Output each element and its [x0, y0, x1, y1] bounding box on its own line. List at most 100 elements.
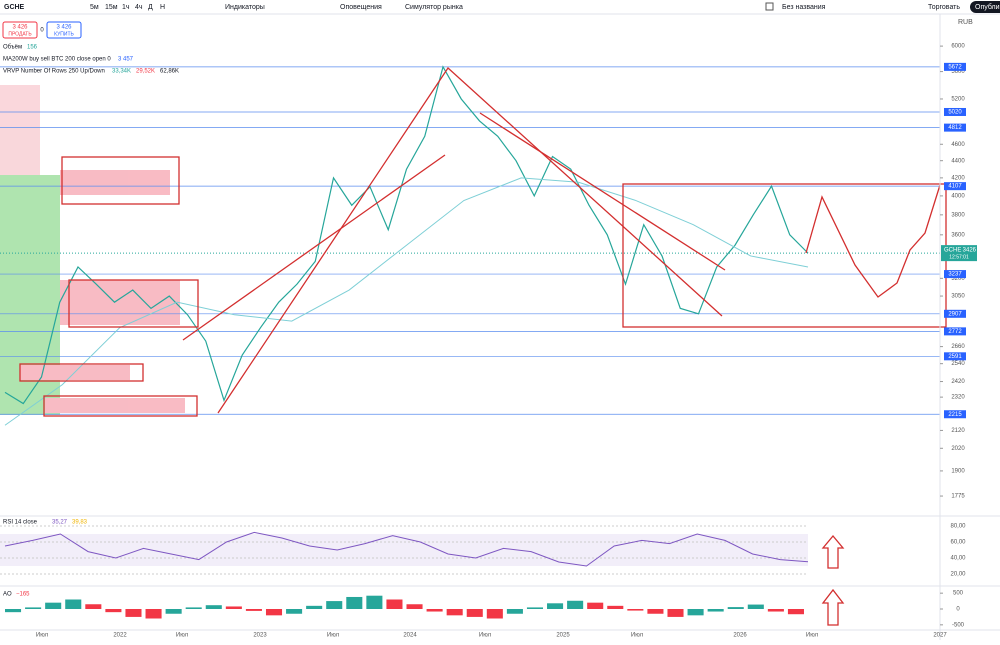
vp-top: [0, 85, 40, 175]
vrvp-down: 29,52K: [136, 69, 155, 75]
replay-button[interactable]: Симулятор рынка: [405, 4, 463, 11]
level-label-bg: [944, 107, 966, 116]
ao-bar: [707, 609, 724, 612]
toolbar: [0, 0, 1000, 14]
ma-legend: MA200W buy sell BTC 200 close open 0: [3, 57, 111, 63]
ao-bar: [45, 602, 62, 609]
ao-bar: [125, 609, 142, 617]
ao-bar: [406, 604, 423, 609]
interval-button[interactable]: 5м: [90, 4, 99, 11]
x-tick-label: 2022: [113, 633, 127, 639]
ao-bar: [366, 595, 383, 609]
price-line: [4, 65, 809, 405]
zone-box: [19, 363, 144, 382]
level-label-bg: [944, 327, 966, 336]
y-tick-label: 3050: [951, 294, 965, 300]
last-price-symbol: GCHE: [944, 248, 961, 254]
vrvp-up: 33,34K: [112, 69, 131, 75]
rsi-line: [4, 531, 809, 567]
ao-bar: [205, 605, 222, 609]
ao-legend: AO: [3, 592, 12, 598]
y-tick-label: 2120: [951, 428, 965, 434]
x-tick-label: Июл: [631, 633, 644, 639]
y-tick-label: 4600: [951, 142, 965, 148]
ao-bar: [486, 609, 503, 619]
buy-price[interactable]: 3 426: [56, 25, 72, 31]
layout-checkbox[interactable]: [765, 2, 774, 11]
y-tick-label: 2660: [951, 344, 965, 350]
x-tick-label: 2026: [733, 633, 747, 639]
sell-price[interactable]: 3 426: [12, 25, 28, 31]
vp-bottom: [45, 398, 185, 413]
y-tick-label: 4200: [951, 175, 965, 181]
sell-label[interactable]: ПРОДАТЬ: [8, 31, 32, 37]
interval-button[interactable]: Д: [148, 4, 153, 11]
y-tick-label: 4400: [951, 158, 965, 164]
x-tick-label: 2027: [933, 633, 947, 639]
ao-bar: [607, 605, 624, 609]
x-tick-label: 2023: [253, 633, 267, 639]
level-label: 2772: [948, 329, 962, 335]
buy-label[interactable]: КУПИТЬ: [54, 31, 74, 37]
y-tick-label: 3800: [951, 212, 965, 218]
range-box: [622, 183, 947, 328]
rsi-band: [0, 534, 808, 566]
y-tick-label: 5600: [951, 69, 965, 75]
ao-bar: [225, 606, 242, 609]
ao-value: −165: [16, 592, 30, 598]
rsi-tick-label: 60,00: [950, 540, 966, 546]
publish-label[interactable]: Опубликовать: [975, 3, 1000, 11]
buy-button[interactable]: [46, 21, 82, 39]
publish-button[interactable]: [970, 1, 1000, 13]
ao-tick-label: -500: [952, 622, 965, 628]
symbol[interactable]: GCHE: [4, 4, 25, 11]
vrvp-total: 62,86K: [160, 69, 179, 75]
ao-bar: [265, 609, 283, 616]
ao-bar: [426, 609, 443, 612]
rsi-value: 35,27: [52, 520, 68, 526]
alerts-button[interactable]: Оповещения: [340, 4, 382, 11]
ao-bar: [5, 609, 22, 613]
x-tick-label: 2024: [403, 633, 417, 639]
ao-tick-label: 0: [956, 607, 960, 613]
rsi-legend: RSI 14 close: [3, 520, 38, 526]
y-tick-label: 1900: [951, 468, 965, 474]
y-tick-label: 2420: [951, 379, 965, 385]
rsi-ma-value: 39,83: [72, 520, 88, 526]
vp-mid: [60, 280, 180, 325]
level-label: 4107: [948, 184, 962, 190]
interval-button[interactable]: 1ч: [122, 4, 130, 11]
ao-bar: [627, 609, 644, 611]
up-arrow: [821, 534, 845, 569]
sell-button[interactable]: [2, 21, 38, 39]
ao-bar: [687, 609, 704, 616]
spread: 0: [40, 28, 44, 34]
interval-button[interactable]: Н: [160, 4, 165, 11]
x-tick-label: Июл: [176, 633, 189, 639]
layout-name[interactable]: Без названия: [782, 4, 826, 11]
y-tick-label: 1775: [951, 494, 965, 500]
ao-bar: [386, 599, 403, 609]
series-name: GCHE: [300, 27, 321, 34]
ao-bar: [326, 601, 343, 609]
y-tick-label: 4000: [951, 193, 965, 199]
channel-line: [182, 154, 446, 341]
level-label: 5672: [948, 64, 962, 70]
indicators-button[interactable]: Индикаторы: [225, 4, 265, 11]
ao-bar: [526, 607, 544, 609]
ao-bar: [587, 602, 604, 609]
level-label: 2591: [948, 354, 962, 360]
interval-button[interactable]: 4ч: [135, 4, 143, 11]
ao-bar: [145, 609, 162, 619]
projection: [805, 184, 941, 298]
currency: RUB: [958, 19, 973, 26]
x-tick-label: Июл: [36, 633, 49, 639]
last-price-bg: [941, 245, 977, 262]
trade-button[interactable]: Торговать: [928, 4, 960, 11]
level-label-bg: [944, 123, 966, 132]
y-tick-label: 2320: [951, 395, 965, 401]
interval-button[interactable]: 15м: [105, 4, 118, 11]
ao-bar: [547, 603, 564, 609]
level-label-bg: [944, 270, 966, 279]
